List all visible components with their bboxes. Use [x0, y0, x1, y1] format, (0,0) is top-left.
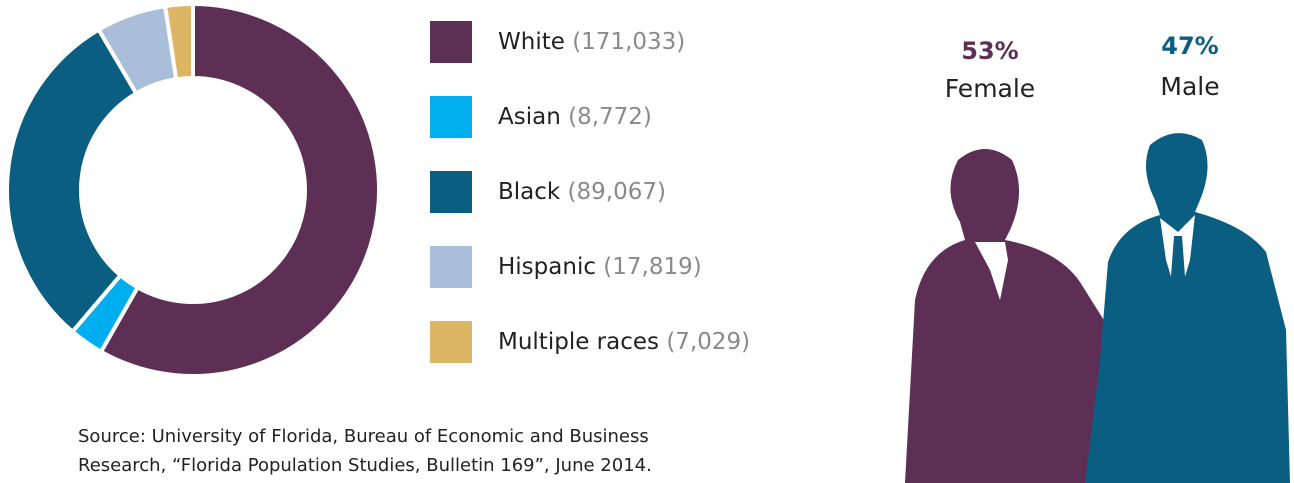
- tie: [1170, 236, 1186, 305]
- donut-segment: [5, 26, 139, 335]
- legend-label: Asian (8,772): [498, 104, 652, 130]
- legend-name: White: [498, 29, 565, 55]
- legend-label: White (171,033): [498, 29, 685, 55]
- legend-value: (171,033): [572, 29, 685, 55]
- legend-name: Asian: [498, 104, 561, 130]
- legend-label: Multiple races (7,029): [498, 329, 750, 355]
- gender-label: Male: [1160, 72, 1219, 101]
- silhouette: [1085, 133, 1290, 483]
- legend-value: (7,029): [666, 329, 750, 355]
- legend-swatch: [430, 171, 472, 213]
- legend-value: (17,819): [603, 254, 701, 280]
- percent-label: 53%: [961, 37, 1018, 65]
- legend-name: Hispanic: [498, 254, 596, 280]
- blouse: [975, 242, 1008, 300]
- legend-swatch: [430, 321, 472, 363]
- legend-name: Black: [498, 179, 561, 205]
- legend-value: (8,772): [568, 104, 652, 130]
- legend-label: Black (89,067): [498, 179, 666, 205]
- gender-label: Female: [945, 74, 1035, 103]
- legend-label: Hispanic (17,819): [498, 254, 702, 280]
- source-note: Research, “Florida Population Studies, B…: [78, 455, 652, 476]
- source-note: Source: University of Florida, Bureau of…: [78, 426, 649, 447]
- legend-value: (89,067): [568, 179, 666, 205]
- legend-name: Multiple races: [498, 329, 659, 355]
- legend-swatch: [430, 21, 472, 63]
- silhouette: [905, 149, 1110, 483]
- legend-swatch: [430, 246, 472, 288]
- legend-swatch: [430, 96, 472, 138]
- percent-label: 47%: [1161, 32, 1218, 60]
- donut-segment: [98, 1, 381, 378]
- donut-segment: [162, 1, 195, 82]
